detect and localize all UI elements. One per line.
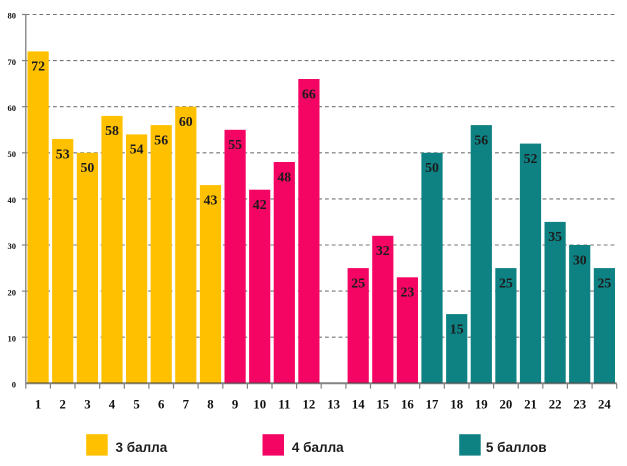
svg-text:9: 9 <box>232 398 238 412</box>
svg-text:15: 15 <box>376 398 389 412</box>
svg-text:60: 60 <box>179 114 193 129</box>
svg-text:66: 66 <box>302 86 316 101</box>
svg-text:20: 20 <box>8 287 17 297</box>
svg-text:18: 18 <box>450 398 463 412</box>
svg-text:50: 50 <box>8 149 17 159</box>
svg-text:6: 6 <box>158 398 165 412</box>
svg-text:4: 4 <box>109 398 116 412</box>
svg-text:58: 58 <box>105 123 119 138</box>
svg-text:52: 52 <box>524 151 538 166</box>
svg-text:25: 25 <box>598 275 612 290</box>
svg-text:43: 43 <box>204 192 218 207</box>
svg-text:14: 14 <box>352 398 365 412</box>
svg-text:80: 80 <box>8 11 17 21</box>
svg-text:25: 25 <box>351 275 365 290</box>
svg-text:42: 42 <box>253 197 267 212</box>
svg-text:4 балла: 4 балла <box>292 440 344 455</box>
svg-text:50: 50 <box>425 160 439 175</box>
svg-text:30: 30 <box>8 241 17 251</box>
svg-text:10: 10 <box>253 398 266 412</box>
svg-text:53: 53 <box>56 146 70 161</box>
svg-text:5 баллов: 5 баллов <box>486 440 547 455</box>
svg-text:25: 25 <box>499 275 513 290</box>
svg-text:70: 70 <box>8 57 17 67</box>
svg-text:8: 8 <box>207 398 213 412</box>
svg-text:55: 55 <box>228 137 242 152</box>
svg-text:19: 19 <box>475 398 488 412</box>
svg-text:16: 16 <box>401 398 414 412</box>
svg-text:23: 23 <box>401 285 415 300</box>
svg-text:32: 32 <box>376 243 390 258</box>
svg-text:56: 56 <box>154 132 168 147</box>
svg-text:30: 30 <box>573 252 587 267</box>
svg-text:24: 24 <box>598 398 611 412</box>
svg-text:40: 40 <box>8 195 17 205</box>
svg-text:22: 22 <box>549 398 562 412</box>
svg-text:35: 35 <box>548 229 562 244</box>
svg-text:72: 72 <box>31 59 45 74</box>
svg-text:56: 56 <box>474 132 488 147</box>
svg-text:48: 48 <box>277 169 291 184</box>
svg-text:1: 1 <box>35 398 41 412</box>
svg-text:54: 54 <box>130 142 144 157</box>
svg-text:7: 7 <box>183 398 190 412</box>
svg-text:13: 13 <box>327 398 340 412</box>
svg-text:3: 3 <box>84 398 90 412</box>
svg-text:12: 12 <box>303 398 316 412</box>
svg-text:11: 11 <box>278 398 290 412</box>
svg-text:17: 17 <box>426 398 439 412</box>
svg-text:15: 15 <box>450 321 464 336</box>
svg-text:10: 10 <box>8 333 17 343</box>
svg-text:23: 23 <box>573 398 586 412</box>
svg-text:50: 50 <box>81 160 95 175</box>
svg-text:20: 20 <box>500 398 513 412</box>
svg-text:0: 0 <box>12 380 16 390</box>
svg-text:21: 21 <box>524 398 537 412</box>
svg-text:5: 5 <box>133 398 139 412</box>
svg-text:2: 2 <box>59 398 65 412</box>
svg-text:60: 60 <box>8 103 17 113</box>
svg-text:3 балла: 3 балла <box>116 440 168 455</box>
